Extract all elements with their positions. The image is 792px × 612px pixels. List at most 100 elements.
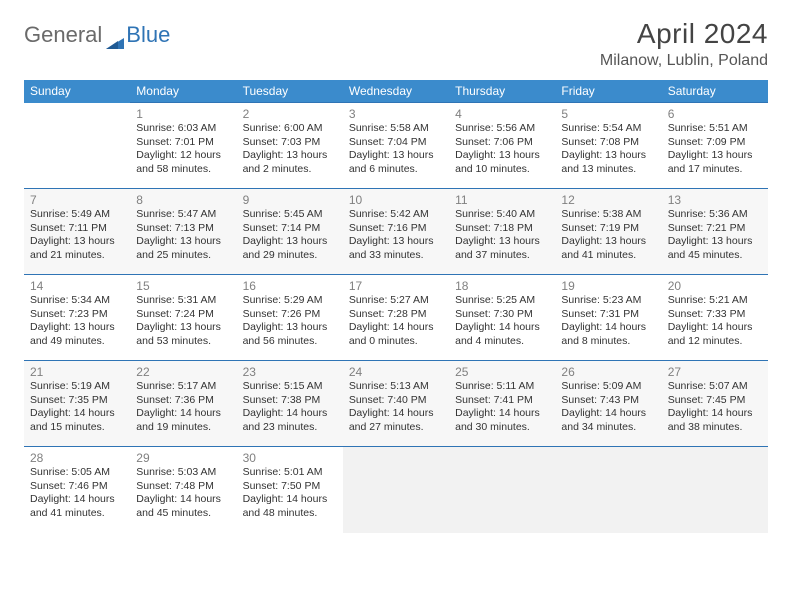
day-number: 5 — [561, 105, 655, 121]
day-number: 4 — [455, 105, 549, 121]
day-number: 9 — [243, 191, 337, 207]
day-info: Sunrise: 5:11 AMSunset: 7:41 PMDaylight:… — [455, 380, 549, 435]
day-info: Sunrise: 5:27 AMSunset: 7:28 PMDaylight:… — [349, 294, 443, 349]
day-number: 20 — [668, 277, 762, 293]
calendar-cell: 17Sunrise: 5:27 AMSunset: 7:28 PMDayligh… — [343, 275, 449, 361]
day-info: Sunrise: 5:19 AMSunset: 7:35 PMDaylight:… — [30, 380, 124, 435]
day-number: 2 — [243, 105, 337, 121]
calendar-body: 1Sunrise: 6:03 AMSunset: 7:01 PMDaylight… — [24, 103, 768, 533]
day-number: 24 — [349, 363, 443, 379]
weekday-header: Thursday — [449, 80, 555, 103]
day-info: Sunrise: 5:03 AMSunset: 7:48 PMDaylight:… — [136, 466, 230, 521]
day-number: 22 — [136, 363, 230, 379]
day-info: Sunrise: 5:23 AMSunset: 7:31 PMDaylight:… — [561, 294, 655, 349]
calendar-cell: 27Sunrise: 5:07 AMSunset: 7:45 PMDayligh… — [662, 361, 768, 447]
day-info: Sunrise: 5:25 AMSunset: 7:30 PMDaylight:… — [455, 294, 549, 349]
day-number: 12 — [561, 191, 655, 207]
day-number: 3 — [349, 105, 443, 121]
day-info: Sunrise: 5:29 AMSunset: 7:26 PMDaylight:… — [243, 294, 337, 349]
day-info: Sunrise: 5:40 AMSunset: 7:18 PMDaylight:… — [455, 208, 549, 263]
calendar-week-row: 14Sunrise: 5:34 AMSunset: 7:23 PMDayligh… — [24, 275, 768, 361]
day-number: 23 — [243, 363, 337, 379]
day-number: 18 — [455, 277, 549, 293]
day-info: Sunrise: 5:45 AMSunset: 7:14 PMDaylight:… — [243, 208, 337, 263]
calendar-cell: 1Sunrise: 6:03 AMSunset: 7:01 PMDaylight… — [130, 103, 236, 189]
calendar-cell-empty — [662, 447, 768, 533]
day-number: 7 — [30, 191, 124, 207]
day-number: 30 — [243, 449, 337, 465]
day-info: Sunrise: 5:13 AMSunset: 7:40 PMDaylight:… — [349, 380, 443, 435]
header: General Blue April 2024 Milanow, Lublin,… — [24, 18, 768, 70]
day-info: Sunrise: 5:49 AMSunset: 7:11 PMDaylight:… — [30, 208, 124, 263]
weekday-header: Tuesday — [237, 80, 343, 103]
day-info: Sunrise: 5:15 AMSunset: 7:38 PMDaylight:… — [243, 380, 337, 435]
calendar-week-row: 1Sunrise: 6:03 AMSunset: 7:01 PMDaylight… — [24, 103, 768, 189]
day-info: Sunrise: 5:56 AMSunset: 7:06 PMDaylight:… — [455, 122, 549, 177]
day-number: 8 — [136, 191, 230, 207]
logo-text-blue: Blue — [126, 22, 170, 48]
calendar-cell: 9Sunrise: 5:45 AMSunset: 7:14 PMDaylight… — [237, 189, 343, 275]
calendar-cell: 18Sunrise: 5:25 AMSunset: 7:30 PMDayligh… — [449, 275, 555, 361]
day-number: 21 — [30, 363, 124, 379]
day-number: 28 — [30, 449, 124, 465]
day-info: Sunrise: 5:09 AMSunset: 7:43 PMDaylight:… — [561, 380, 655, 435]
calendar-cell: 10Sunrise: 5:42 AMSunset: 7:16 PMDayligh… — [343, 189, 449, 275]
calendar-table: SundayMondayTuesdayWednesdayThursdayFrid… — [24, 80, 768, 533]
calendar-week-row: 7Sunrise: 5:49 AMSunset: 7:11 PMDaylight… — [24, 189, 768, 275]
day-info: Sunrise: 5:07 AMSunset: 7:45 PMDaylight:… — [668, 380, 762, 435]
day-number: 16 — [243, 277, 337, 293]
day-info: Sunrise: 5:17 AMSunset: 7:36 PMDaylight:… — [136, 380, 230, 435]
day-number: 25 — [455, 363, 549, 379]
calendar-head: SundayMondayTuesdayWednesdayThursdayFrid… — [24, 80, 768, 103]
day-number: 14 — [30, 277, 124, 293]
calendar-cell: 13Sunrise: 5:36 AMSunset: 7:21 PMDayligh… — [662, 189, 768, 275]
day-number: 1 — [136, 105, 230, 121]
day-info: Sunrise: 5:21 AMSunset: 7:33 PMDaylight:… — [668, 294, 762, 349]
day-number: 6 — [668, 105, 762, 121]
weekday-header: Monday — [130, 80, 236, 103]
day-number: 17 — [349, 277, 443, 293]
calendar-cell: 6Sunrise: 5:51 AMSunset: 7:09 PMDaylight… — [662, 103, 768, 189]
calendar-cell: 15Sunrise: 5:31 AMSunset: 7:24 PMDayligh… — [130, 275, 236, 361]
weekday-header: Wednesday — [343, 80, 449, 103]
day-info: Sunrise: 5:51 AMSunset: 7:09 PMDaylight:… — [668, 122, 762, 177]
logo: General Blue — [24, 18, 170, 48]
calendar-cell-empty — [343, 447, 449, 533]
title-block: April 2024 Milanow, Lublin, Poland — [600, 18, 768, 70]
calendar-cell: 29Sunrise: 5:03 AMSunset: 7:48 PMDayligh… — [130, 447, 236, 533]
calendar-page: General Blue April 2024 Milanow, Lublin,… — [0, 0, 792, 612]
day-info: Sunrise: 6:00 AMSunset: 7:03 PMDaylight:… — [243, 122, 337, 177]
day-number: 10 — [349, 191, 443, 207]
title-month: April 2024 — [600, 18, 768, 50]
calendar-cell: 11Sunrise: 5:40 AMSunset: 7:18 PMDayligh… — [449, 189, 555, 275]
calendar-cell: 7Sunrise: 5:49 AMSunset: 7:11 PMDaylight… — [24, 189, 130, 275]
calendar-cell: 8Sunrise: 5:47 AMSunset: 7:13 PMDaylight… — [130, 189, 236, 275]
calendar-cell: 25Sunrise: 5:11 AMSunset: 7:41 PMDayligh… — [449, 361, 555, 447]
day-number: 19 — [561, 277, 655, 293]
calendar-cell: 12Sunrise: 5:38 AMSunset: 7:19 PMDayligh… — [555, 189, 661, 275]
day-info: Sunrise: 6:03 AMSunset: 7:01 PMDaylight:… — [136, 122, 230, 177]
calendar-cell: 20Sunrise: 5:21 AMSunset: 7:33 PMDayligh… — [662, 275, 768, 361]
day-info: Sunrise: 5:05 AMSunset: 7:46 PMDaylight:… — [30, 466, 124, 521]
calendar-cell-empty — [555, 447, 661, 533]
calendar-cell: 23Sunrise: 5:15 AMSunset: 7:38 PMDayligh… — [237, 361, 343, 447]
calendar-cell: 22Sunrise: 5:17 AMSunset: 7:36 PMDayligh… — [130, 361, 236, 447]
day-info: Sunrise: 5:42 AMSunset: 7:16 PMDaylight:… — [349, 208, 443, 263]
weekday-row: SundayMondayTuesdayWednesdayThursdayFrid… — [24, 80, 768, 103]
day-info: Sunrise: 5:36 AMSunset: 7:21 PMDaylight:… — [668, 208, 762, 263]
day-info: Sunrise: 5:54 AMSunset: 7:08 PMDaylight:… — [561, 122, 655, 177]
calendar-cell: 28Sunrise: 5:05 AMSunset: 7:46 PMDayligh… — [24, 447, 130, 533]
weekday-header: Friday — [555, 80, 661, 103]
calendar-cell-empty — [24, 103, 130, 189]
calendar-cell: 4Sunrise: 5:56 AMSunset: 7:06 PMDaylight… — [449, 103, 555, 189]
calendar-cell: 3Sunrise: 5:58 AMSunset: 7:04 PMDaylight… — [343, 103, 449, 189]
calendar-cell: 30Sunrise: 5:01 AMSunset: 7:50 PMDayligh… — [237, 447, 343, 533]
day-number: 11 — [455, 191, 549, 207]
calendar-cell-empty — [449, 447, 555, 533]
calendar-cell: 2Sunrise: 6:00 AMSunset: 7:03 PMDaylight… — [237, 103, 343, 189]
calendar-cell: 21Sunrise: 5:19 AMSunset: 7:35 PMDayligh… — [24, 361, 130, 447]
day-number: 29 — [136, 449, 230, 465]
calendar-cell: 19Sunrise: 5:23 AMSunset: 7:31 PMDayligh… — [555, 275, 661, 361]
day-number: 15 — [136, 277, 230, 293]
day-number: 27 — [668, 363, 762, 379]
